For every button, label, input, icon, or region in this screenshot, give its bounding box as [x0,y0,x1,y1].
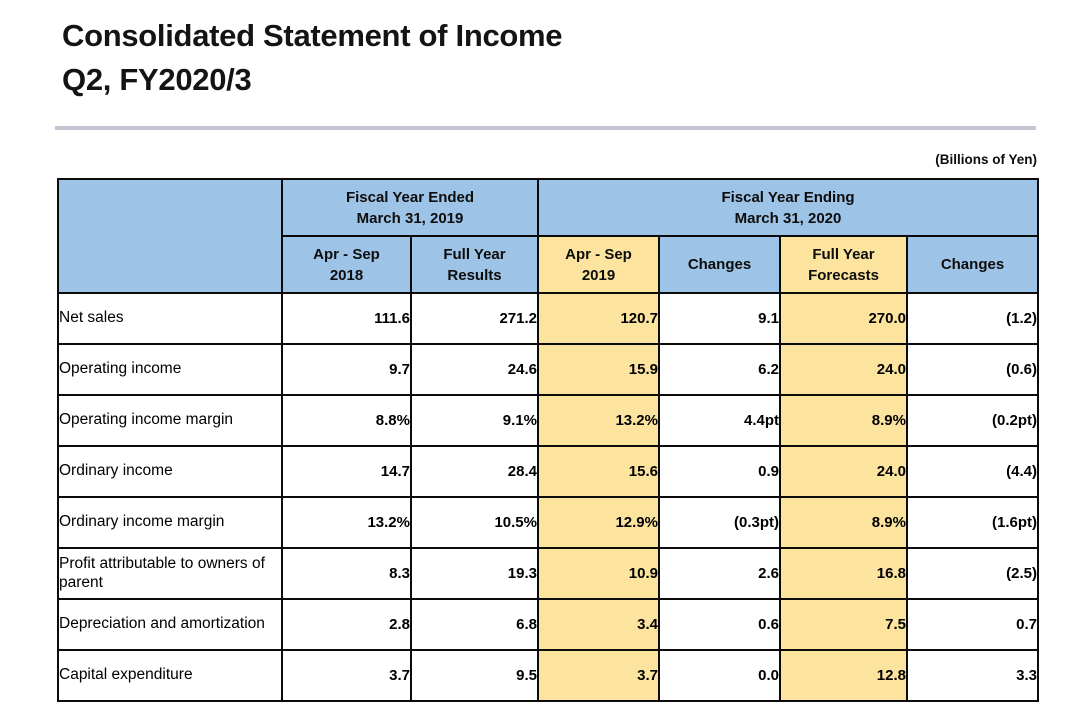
cell-value: 120.7 [537,292,660,345]
row-label: Operating income margin [57,394,283,447]
cell-value: (0.3pt) [658,496,781,549]
group-header-fy2020-line1: Fiscal Year Ending [721,188,855,206]
cell-value: 8.3 [281,547,412,600]
cell-value: 9.1% [410,394,539,447]
cell-value: 8.8% [281,394,412,447]
table-row-profit-attributable: Profit attributable to owners of parent … [57,547,1039,600]
cell-value: 0.0 [658,649,781,702]
cell-value: 3.4 [537,598,660,651]
cell-value: (1.2) [906,292,1039,345]
cell-value: 8.9% [779,496,908,549]
unit-note: (Billions of Yen) [935,152,1037,167]
cell-value: 9.1 [658,292,781,345]
column-header-apr-sep-2019: Apr - Sep 2019 [537,235,660,294]
page-title: Consolidated Statement of Income Q2, FY2… [62,14,563,102]
cell-value: 3.7 [537,649,660,702]
group-header-fy2019-line1: Fiscal Year Ended [345,188,475,206]
row-label: Depreciation and amortization [57,598,283,651]
table-row-depreciation-amortization: Depreciation and amortization 2.8 6.8 3.… [57,598,1039,651]
cell-value: 19.3 [410,547,539,600]
cell-value: 16.8 [779,547,908,600]
cell-value: 8.9% [779,394,908,447]
cell-value: 10.9 [537,547,660,600]
table-row-operating-income: Operating income 9.7 24.6 15.9 6.2 24.0 … [57,343,1039,396]
cell-value: 3.7 [281,649,412,702]
cell-value: 13.2% [537,394,660,447]
row-label: Net sales [57,292,283,345]
row-label: Ordinary income [57,445,283,498]
group-header-fy2020-line2: March 31, 2020 [734,209,842,227]
cell-value: 3.3 [906,649,1039,702]
column-header-full-year-forecasts: Full Year Forecasts [779,235,908,294]
cell-value: 6.8 [410,598,539,651]
table-row-ordinary-income: Ordinary income 14.7 28.4 15.6 0.9 24.0 … [57,445,1039,498]
cell-value: 9.5 [410,649,539,702]
table-row-operating-income-margin: Operating income margin 8.8% 9.1% 13.2% … [57,394,1039,447]
row-label: Ordinary income margin [57,496,283,549]
cell-value: 0.6 [658,598,781,651]
cell-value: 270.0 [779,292,908,345]
group-header-fy2020: Fiscal Year Ending March 31, 2020 [537,178,1039,237]
cell-value: (1.6pt) [906,496,1039,549]
page-title-line2: Q2, FY2020/3 [62,62,252,97]
table-corner-cell [57,178,283,294]
row-label: Profit attributable to owners of parent [57,547,283,600]
cell-value: 0.7 [906,598,1039,651]
cell-value: 14.7 [281,445,412,498]
cell-value: 7.5 [779,598,908,651]
cell-value: 2.8 [281,598,412,651]
cell-value: 12.9% [537,496,660,549]
cell-value: 2.6 [658,547,781,600]
column-header-full-year-results: Full Year Results [410,235,539,294]
page-title-line1: Consolidated Statement of Income [62,18,563,53]
column-header-changes-2: Changes [906,235,1039,294]
column-header-apr-sep-2018: Apr - Sep 2018 [281,235,412,294]
table-row-capital-expenditure: Capital expenditure 3.7 9.5 3.7 0.0 12.8… [57,649,1039,702]
title-divider [55,126,1036,130]
cell-value: 4.4pt [658,394,781,447]
income-statement-table: Fiscal Year Ended March 31, 2019 Fiscal … [57,178,1039,702]
cell-value: 13.2% [281,496,412,549]
table-row-net-sales: Net sales 111.6 271.2 120.7 9.1 270.0 (1… [57,292,1039,345]
cell-value: (2.5) [906,547,1039,600]
cell-value: 28.4 [410,445,539,498]
cell-value: 15.6 [537,445,660,498]
cell-value: (4.4) [906,445,1039,498]
cell-value: 0.9 [658,445,781,498]
cell-value: 10.5% [410,496,539,549]
cell-value: 271.2 [410,292,539,345]
row-label: Operating income [57,343,283,396]
column-header-changes-1: Changes [658,235,781,294]
table-row-ordinary-income-margin: Ordinary income margin 13.2% 10.5% 12.9%… [57,496,1039,549]
cell-value: 24.0 [779,445,908,498]
cell-value: 111.6 [281,292,412,345]
cell-value: (0.2pt) [906,394,1039,447]
cell-value: 9.7 [281,343,412,396]
cell-value: 12.8 [779,649,908,702]
cell-value: (0.6) [906,343,1039,396]
cell-value: 24.6 [410,343,539,396]
cell-value: 15.9 [537,343,660,396]
group-header-fy2019: Fiscal Year Ended March 31, 2019 [281,178,539,237]
row-label: Capital expenditure [57,649,283,702]
group-header-fy2019-line2: March 31, 2019 [356,209,464,227]
cell-value: 6.2 [658,343,781,396]
cell-value: 24.0 [779,343,908,396]
